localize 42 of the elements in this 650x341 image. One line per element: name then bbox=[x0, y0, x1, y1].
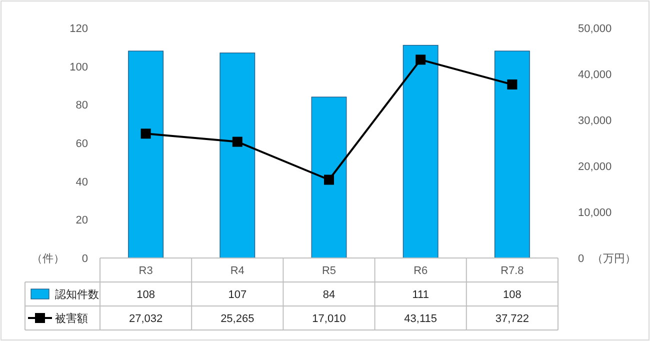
point bbox=[140, 128, 151, 139]
data-label: 25,265 bbox=[220, 313, 254, 325]
x-tick-label: R4 bbox=[230, 265, 244, 277]
point bbox=[507, 79, 518, 90]
data-label: 27,032 bbox=[128, 313, 163, 325]
data-label: 43,115 bbox=[404, 313, 438, 325]
point bbox=[324, 174, 334, 185]
legend-label: 認知件数 bbox=[55, 288, 99, 301]
bar bbox=[220, 52, 256, 258]
y2-tick-label: 10,000 bbox=[578, 207, 612, 219]
point bbox=[232, 136, 242, 147]
y2-tick-label: 50,000 bbox=[578, 23, 612, 35]
y2-tick-label: 40,000 bbox=[578, 69, 612, 81]
bar bbox=[402, 44, 438, 258]
data-label: 108 bbox=[503, 289, 522, 301]
y2-tick-label: 30,000 bbox=[578, 115, 612, 127]
y-tick-label: 60 bbox=[76, 138, 88, 150]
bar bbox=[494, 50, 530, 258]
x-tick-label: R6 bbox=[414, 265, 428, 277]
y-tick-label: 100 bbox=[70, 61, 88, 74]
y-tick-label: 80 bbox=[76, 100, 88, 112]
data-label: 108 bbox=[136, 289, 155, 301]
data-label: 107 bbox=[228, 289, 247, 301]
x-tick-label: R3 bbox=[138, 265, 153, 277]
y-tick-label: 120 bbox=[70, 23, 88, 35]
y-tick-label: 0 bbox=[82, 253, 88, 265]
y2-axis-title: （万円） bbox=[592, 253, 636, 265]
bar bbox=[128, 50, 164, 258]
point bbox=[416, 54, 426, 65]
data-label: 37,722 bbox=[495, 313, 530, 325]
y2-tick-label: 20,000 bbox=[578, 161, 612, 173]
bar bbox=[311, 96, 347, 258]
y-tick-label: 20 bbox=[76, 214, 88, 227]
data-label: 17,010 bbox=[312, 313, 346, 325]
y-axis-title: （件） bbox=[32, 253, 64, 265]
legend-label: 被害額 bbox=[55, 312, 88, 325]
data-label: 111 bbox=[412, 289, 429, 301]
x-tick-label: R5 bbox=[322, 265, 336, 277]
y2-tick-label: 0 bbox=[578, 253, 584, 265]
data-label: 84 bbox=[322, 289, 336, 301]
x-tick-label: R7.8 bbox=[500, 265, 524, 277]
y-tick-label: 40 bbox=[76, 176, 88, 188]
